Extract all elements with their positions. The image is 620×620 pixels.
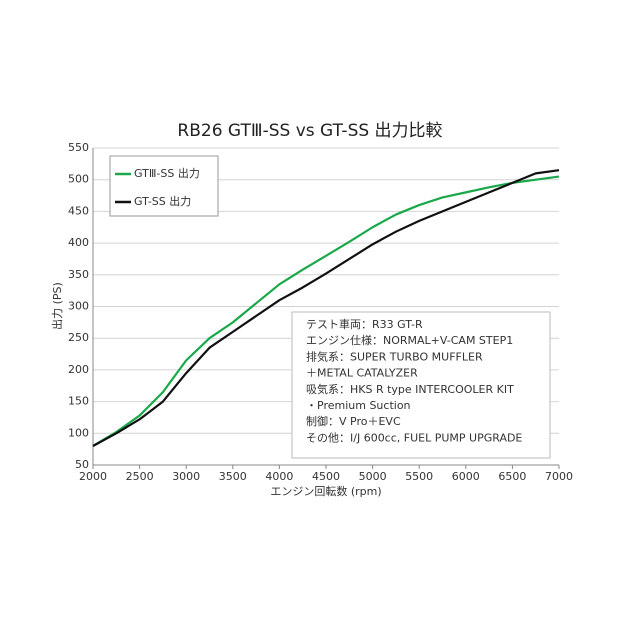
x-tick-label: 5500 [405, 470, 433, 483]
y-axis-label: 出力 (PS) [50, 282, 64, 330]
annotation-box [291, 311, 551, 459]
annotation-line: エンジン仕様：NORMAL+V-CAM STEP1 [306, 333, 513, 347]
y-tick-label: 250 [68, 331, 89, 344]
chart-title: RB26 GTⅢ-SS vs GT-SS 出力比較 [177, 121, 442, 141]
y-tick-label: 400 [68, 236, 89, 249]
annotation-line: 制御：V Pro＋EVC [306, 414, 401, 428]
x-tick-label: 4500 [312, 470, 340, 483]
x-tick-label: 3500 [219, 470, 247, 483]
x-tick-label: 2000 [79, 470, 107, 483]
y-tick-label: 100 [68, 426, 89, 439]
x-axis-label: エンジン回転数 (rpm) [270, 485, 381, 498]
x-tick-label: 5000 [359, 470, 387, 483]
y-tick-label: 450 [68, 204, 89, 217]
annotation-line: 吸気系：HKS R type INTERCOOLER KIT [306, 382, 514, 396]
legend-label: GT-SS 出力 [134, 194, 191, 208]
y-tick-label: 500 [68, 173, 89, 186]
x-tick-label: 6000 [452, 470, 480, 483]
legend-label: GTⅢ-SS 出力 [134, 166, 200, 180]
series-line [92, 169, 560, 447]
annotation-line: 排気系：SUPER TURBO MUFFLER [306, 349, 483, 363]
x-tick-label: 2500 [126, 470, 154, 483]
y-tick-label: 200 [68, 363, 89, 376]
series-line [92, 175, 560, 447]
y-tick-label: 300 [68, 300, 89, 313]
legend-box [109, 155, 219, 217]
x-tick-label: 6500 [498, 470, 526, 483]
annotation-line: テスト車両：R33 GT-R [306, 317, 423, 331]
x-tick-label: 7000 [545, 470, 573, 483]
annotation-line: その他：I/J 600cc, FUEL PUMP UPGRADE [306, 431, 522, 444]
y-tick-label: 50 [75, 458, 89, 471]
x-tick-label: 4000 [265, 470, 293, 483]
annotation-line: ・Premium Suction [306, 399, 411, 412]
annotation-line: ＋METAL CATALYZER [306, 367, 418, 380]
y-tick-label: 550 [68, 141, 89, 154]
y-tick-label: 150 [68, 395, 89, 408]
y-tick-label: 350 [68, 268, 89, 281]
x-tick-label: 3000 [172, 470, 200, 483]
